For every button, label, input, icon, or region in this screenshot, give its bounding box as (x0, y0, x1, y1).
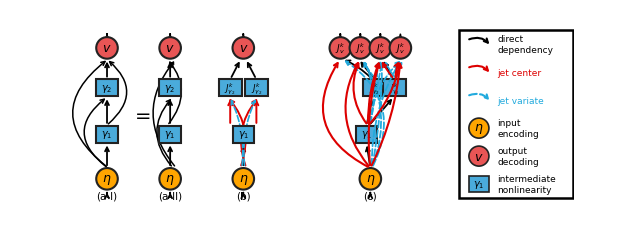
Text: $J^k_{\gamma_2}$: $J^k_{\gamma_2}$ (225, 81, 236, 96)
FancyBboxPatch shape (469, 177, 489, 192)
Text: (c): (c) (364, 191, 377, 201)
Circle shape (232, 38, 254, 59)
Text: $\gamma_1$: $\gamma_1$ (361, 128, 372, 141)
Circle shape (159, 38, 181, 59)
FancyBboxPatch shape (363, 80, 386, 97)
Text: $v$: $v$ (102, 42, 112, 55)
Circle shape (360, 168, 381, 190)
Text: (b): (b) (236, 191, 251, 201)
Text: $\gamma_1$: $\gamma_1$ (101, 128, 113, 141)
Circle shape (159, 168, 181, 190)
Text: $J^k_{\gamma_2}$: $J^k_{\gamma_2}$ (251, 81, 262, 96)
Text: $\gamma_2$: $\gamma_2$ (101, 83, 113, 94)
FancyBboxPatch shape (159, 126, 181, 143)
Circle shape (96, 38, 118, 59)
Circle shape (390, 38, 411, 59)
FancyBboxPatch shape (459, 31, 573, 198)
Circle shape (469, 146, 489, 166)
Text: $v$: $v$ (239, 42, 248, 55)
FancyBboxPatch shape (232, 126, 254, 143)
Text: output
decoding: output decoding (497, 146, 539, 166)
Text: $v$: $v$ (165, 42, 175, 55)
Text: $J^k_v$: $J^k_v$ (375, 41, 386, 55)
FancyBboxPatch shape (356, 126, 378, 143)
Text: $\gamma_1$: $\gamma_1$ (164, 128, 176, 141)
FancyBboxPatch shape (159, 80, 181, 97)
Text: $\eta$: $\eta$ (365, 172, 375, 186)
Circle shape (469, 118, 489, 138)
Text: jet variate: jet variate (497, 96, 544, 105)
Text: $\gamma_1$: $\gamma_1$ (237, 128, 249, 141)
Text: $v$: $v$ (474, 150, 484, 163)
Text: input
encoding: input encoding (497, 118, 539, 138)
Text: $J^k_{\gamma_2}$: $J^k_{\gamma_2}$ (389, 81, 399, 96)
FancyBboxPatch shape (219, 80, 242, 97)
FancyBboxPatch shape (96, 126, 118, 143)
Circle shape (232, 168, 254, 190)
Text: $\gamma_1$: $\gamma_1$ (473, 178, 484, 190)
FancyBboxPatch shape (96, 80, 118, 97)
Circle shape (330, 38, 351, 59)
Text: $\eta$: $\eta$ (165, 172, 175, 186)
Text: (a-II): (a-II) (158, 191, 182, 201)
Text: $\eta$: $\eta$ (102, 172, 112, 186)
Circle shape (349, 38, 371, 59)
Text: $J^k_{\gamma_2}$: $J^k_{\gamma_2}$ (369, 81, 380, 96)
FancyBboxPatch shape (383, 80, 406, 97)
Text: jet center: jet center (497, 68, 541, 77)
Text: (a-I): (a-I) (97, 191, 118, 201)
Circle shape (369, 38, 391, 59)
Text: $J^k_v$: $J^k_v$ (395, 41, 406, 55)
Text: $\eta$: $\eta$ (239, 172, 248, 186)
Circle shape (96, 168, 118, 190)
Text: $\eta$: $\eta$ (474, 122, 484, 136)
Text: direct
dependency: direct dependency (497, 35, 554, 55)
Text: $\gamma_2$: $\gamma_2$ (164, 83, 176, 94)
Text: $J^k_v$: $J^k_v$ (355, 41, 365, 55)
FancyBboxPatch shape (245, 80, 268, 97)
Text: $J^k_v$: $J^k_v$ (335, 41, 346, 55)
Text: intermediate
nonlinearity: intermediate nonlinearity (497, 174, 556, 194)
Text: =: = (135, 107, 152, 126)
